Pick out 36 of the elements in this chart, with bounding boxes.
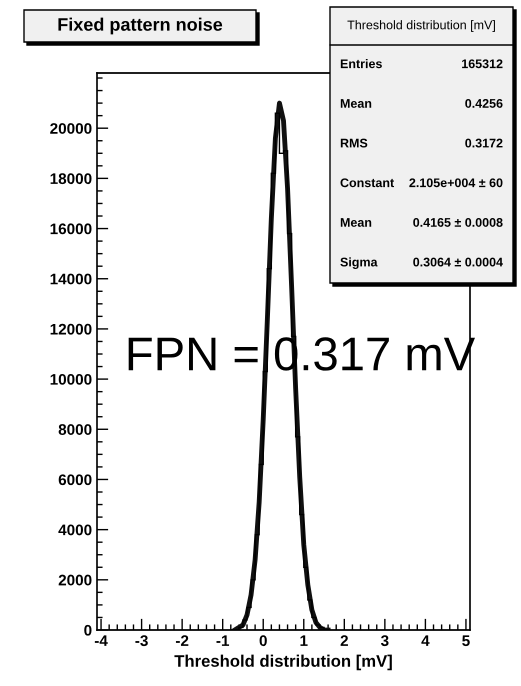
x-tick-label: 2 bbox=[340, 635, 348, 646]
annotation: 0.3064 ± 0.0004 bbox=[413, 258, 503, 267]
x-tick-label: 0 bbox=[260, 635, 267, 646]
y-tick-label: 8000 bbox=[58, 424, 92, 435]
text: 165312 bbox=[462, 59, 503, 68]
y-tick-label: 18000 bbox=[50, 173, 92, 184]
x-tick-label: -4 bbox=[94, 635, 108, 646]
y-tick-label: 6000 bbox=[58, 474, 92, 486]
annotation: 2.105e+004 ± 60 bbox=[409, 178, 502, 188]
y-tick-label: 0 bbox=[84, 624, 92, 636]
annotation: Mean bbox=[340, 218, 372, 227]
annotation: 0.4165 ± 0.0008 bbox=[413, 218, 503, 227]
y-tick-label: 2000 bbox=[58, 574, 92, 586]
x-tick-label: 5 bbox=[462, 635, 470, 646]
text: Entries bbox=[340, 59, 382, 68]
y-tick-label: 16000 bbox=[50, 223, 92, 234]
x-tick-label: -1 bbox=[216, 635, 230, 646]
annotation: RMS bbox=[340, 138, 368, 148]
x-tick-label: -2 bbox=[176, 635, 188, 646]
x-tick-label: 4 bbox=[421, 635, 430, 646]
x-axis-title: Threshold distribution [mV] bbox=[174, 654, 392, 670]
annotation: Mean bbox=[340, 99, 372, 108]
y-tick-label: 4000 bbox=[58, 524, 92, 536]
x-tick-label: -3 bbox=[135, 635, 148, 646]
x-tick-label: 3 bbox=[380, 635, 389, 646]
annotation: Sigma bbox=[340, 257, 378, 270]
y-tick-label: 20000 bbox=[50, 123, 92, 134]
x-tick-label: 1 bbox=[300, 635, 308, 646]
y-tick-label: 12000 bbox=[50, 324, 92, 335]
text: Threshold distribution [mV] bbox=[347, 20, 495, 32]
y-tick-label: 14000 bbox=[50, 274, 92, 284]
y-tick-label: 10000 bbox=[50, 374, 92, 385]
annotation: 0.3172 bbox=[465, 138, 503, 148]
annotation: Constant bbox=[340, 178, 394, 188]
annotation: 0.4256 bbox=[465, 99, 503, 108]
chart-title: Fixed pattern noise bbox=[58, 18, 222, 34]
